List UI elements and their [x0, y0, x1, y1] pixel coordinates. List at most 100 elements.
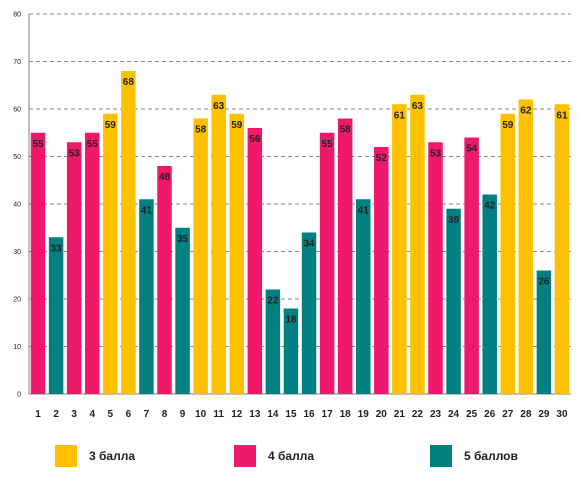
data-label: 68: [123, 77, 135, 88]
data-label: 59: [231, 120, 243, 131]
bar: [464, 137, 479, 394]
data-label: 55: [87, 139, 99, 150]
bar: [247, 128, 263, 394]
x-tick-label: 23: [430, 409, 442, 420]
x-tick-label: 12: [231, 409, 243, 420]
x-tick-label: 24: [448, 409, 460, 420]
x-tick-label: 3: [71, 409, 77, 420]
x-tick-label: 5: [108, 409, 114, 420]
bar: [229, 113, 245, 394]
x-tick-label: 4: [89, 409, 95, 420]
data-label: 54: [466, 144, 478, 155]
data-label: 39: [448, 215, 460, 226]
x-tick-label: 13: [249, 409, 261, 420]
data-label: 61: [394, 110, 406, 121]
x-tick-label: 14: [267, 409, 279, 420]
bar: [193, 118, 208, 394]
data-label: 53: [430, 148, 442, 159]
bar: [500, 113, 516, 394]
bar: [392, 104, 407, 394]
data-label: 58: [340, 125, 352, 136]
x-tick-label: 25: [466, 409, 478, 420]
bar: [84, 132, 100, 394]
bar: [139, 199, 154, 394]
data-label: 41: [358, 205, 370, 216]
bar: [157, 166, 172, 394]
x-tick-label: 18: [340, 409, 352, 420]
x-tick-label: 21: [394, 409, 406, 420]
data-label: 59: [105, 120, 117, 131]
bar: [301, 232, 317, 394]
x-tick-label: 2: [53, 409, 59, 420]
bar: [410, 94, 425, 394]
bar: [536, 270, 552, 394]
bar: [30, 132, 46, 394]
data-label: 41: [141, 205, 153, 216]
data-label: 55: [322, 139, 334, 150]
bar: [103, 113, 118, 394]
x-tick-label: 19: [358, 409, 370, 420]
legend-swatch-5: [430, 445, 452, 467]
legend-label-3: 3 балла: [89, 449, 136, 463]
bar: [121, 71, 136, 394]
legend-label-5: 5 баллов: [464, 449, 518, 463]
data-label: 18: [285, 315, 297, 326]
bar: [66, 142, 82, 394]
y-tick-label: 60: [13, 107, 21, 114]
legend-item-5: 5 баллов: [430, 442, 518, 470]
x-tick-label: 7: [144, 409, 150, 420]
bar: [482, 194, 497, 394]
x-tick-label: 9: [180, 409, 186, 420]
x-tick-label: 10: [195, 409, 207, 420]
data-label: 58: [195, 125, 207, 136]
bar: [265, 289, 281, 394]
legend-label-4: 4 балла: [268, 449, 315, 463]
bar-chart: 0102030405060708055133253355459568641748…: [13, 12, 571, 420]
data-label: 53: [69, 148, 81, 159]
x-tick-label: 28: [520, 409, 532, 420]
x-tick-label: 1: [35, 409, 41, 420]
bar: [428, 142, 443, 394]
x-tick-label: 20: [376, 409, 388, 420]
data-label: 35: [177, 234, 189, 245]
x-tick-label: 30: [556, 409, 568, 420]
data-label: 48: [159, 172, 171, 183]
data-label: 55: [32, 139, 44, 150]
data-label: 26: [538, 277, 550, 288]
bar: [374, 147, 389, 394]
legend-swatch-4: [234, 445, 256, 467]
bar: [175, 227, 190, 394]
x-tick-label: 29: [538, 409, 550, 420]
data-label: 22: [267, 296, 279, 307]
y-tick-label: 80: [13, 12, 21, 19]
data-label: 33: [51, 243, 63, 254]
y-tick-label: 30: [13, 249, 21, 256]
data-label: 42: [484, 201, 496, 212]
data-label: 63: [213, 101, 225, 112]
x-tick-label: 6: [126, 409, 132, 420]
data-label: 56: [249, 134, 261, 145]
y-tick-label: 0: [17, 392, 21, 399]
y-tick-label: 10: [13, 344, 21, 351]
x-tick-label: 15: [285, 409, 297, 420]
y-tick-label: 20: [13, 297, 21, 304]
bar: [355, 199, 371, 394]
legend-item-3: 3 балла: [55, 442, 135, 470]
bar: [446, 208, 461, 394]
bar: [211, 94, 226, 394]
y-tick-label: 40: [13, 202, 21, 209]
y-tick-label: 70: [13, 59, 21, 66]
data-label: 63: [412, 101, 424, 112]
x-tick-label: 11: [213, 409, 224, 420]
x-tick-label: 26: [484, 409, 496, 420]
x-tick-label: 27: [502, 409, 514, 420]
data-label: 52: [376, 153, 388, 164]
legend-swatch-3: [55, 445, 77, 467]
x-tick-label: 17: [322, 409, 334, 420]
bar: [337, 118, 353, 394]
data-label: 59: [502, 120, 514, 131]
x-tick-label: 22: [412, 409, 424, 420]
bar: [48, 237, 64, 394]
x-tick-label: 8: [162, 409, 168, 420]
